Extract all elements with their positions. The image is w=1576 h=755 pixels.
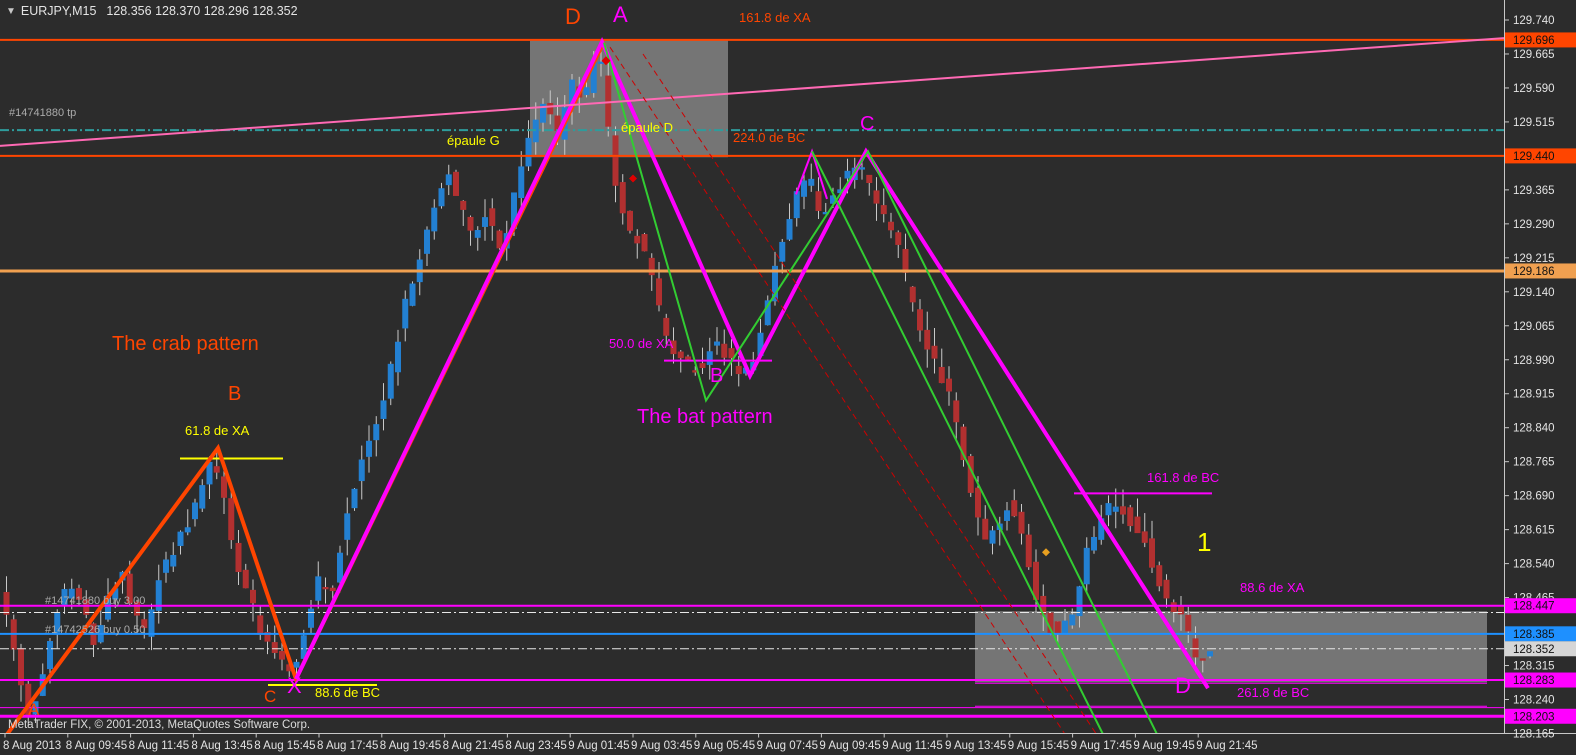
- pink-trendline: [0, 37, 1504, 147]
- time-label-5: 8 Aug 17:45: [317, 740, 378, 752]
- time-axis[interactable]: 8 Aug 2013 8 Aug 09:45 8 Aug 11:45 8 Aug 13…: [3, 733, 1258, 753]
- symbol-timeframe-label: EURJPY,M15: [20, 4, 97, 18]
- price-tick-129.590: 129.590: [1513, 83, 1555, 95]
- price-axis[interactable]: 129.740 129.665 129.590 129.515 129.440 129.3…: [1504, 15, 1576, 740]
- sell-diamond-shoulder: [629, 174, 637, 183]
- price-tag-label-128.385: 128.385: [1513, 629, 1555, 641]
- time-label-6: 8 Aug 19:45: [380, 740, 441, 752]
- plot-area[interactable]: [0, 36, 1504, 740]
- price-tag-128.385: [1505, 626, 1576, 642]
- time-label-7: 8 Aug 21:45: [443, 740, 504, 752]
- price-tag-label-128.203: 128.203: [1513, 711, 1555, 723]
- price-tick-129.740: 129.740: [1513, 15, 1555, 27]
- chart-title-bar: ▼ EURJPY,M15 128.356 128.370 128.296 128.3…: [6, 4, 298, 18]
- ohlc-values: 128.356 128.370 128.296 128.352: [106, 4, 298, 18]
- price-tag-label-128.447: 128.447: [1513, 601, 1555, 613]
- price-tag-label-128.283: 128.283: [1513, 675, 1555, 687]
- price-tick-128.690: 128.690: [1513, 491, 1555, 503]
- price-tag-label-129.440: 129.440: [1513, 151, 1555, 163]
- price-tick-128.540: 128.540: [1513, 559, 1555, 571]
- price-tick-129.365: 129.365: [1513, 185, 1555, 197]
- price-tag-128.203: [1505, 708, 1576, 724]
- time-label-14: 9 Aug 11:45: [882, 740, 943, 752]
- price-tick-128.315: 128.315: [1513, 661, 1555, 673]
- time-label-4: 8 Aug 15:45: [254, 740, 315, 752]
- price-tag-128.447: [1505, 598, 1576, 614]
- time-label-18: 9 Aug 19:45: [1133, 740, 1194, 752]
- time-label-9: 9 Aug 01:45: [568, 740, 629, 752]
- price-tick-128.165: 128.165: [1513, 728, 1555, 740]
- time-label-16: 9 Aug 15:45: [1008, 740, 1069, 752]
- time-label-8: 8 Aug 23:45: [505, 740, 566, 752]
- price-tick-129.665: 129.665: [1513, 49, 1555, 61]
- price-tick-129.065: 129.065: [1513, 321, 1555, 333]
- dropdown-triangle-icon[interactable]: ▼: [6, 6, 16, 17]
- time-label-19: 9 Aug 21:45: [1196, 740, 1257, 752]
- green-channel-line: [811, 150, 1104, 734]
- green-zigzag: [603, 42, 1158, 734]
- time-label-3: 8 Aug 13:45: [191, 740, 252, 752]
- time-label-2: 8 Aug 11:45: [129, 740, 190, 752]
- price-tick-129.290: 129.290: [1513, 219, 1555, 231]
- time-label-13: 9 Aug 09:45: [819, 740, 880, 752]
- price-tick-128.765: 128.765: [1513, 457, 1555, 469]
- price-tag-129.186: [1505, 263, 1576, 279]
- trade-markers: [601, 56, 1050, 557]
- time-label-15: 9 Aug 13:45: [945, 740, 1006, 752]
- price-tag-129.440: [1505, 148, 1576, 164]
- sell-diamond-top: [601, 56, 611, 66]
- price-tag-128.283: [1505, 672, 1576, 688]
- price-tag-129.696: [1505, 32, 1576, 48]
- price-tick-128.615: 128.615: [1513, 525, 1555, 537]
- time-label-17: 9 Aug 17:45: [1071, 740, 1132, 752]
- price-tag-label-129.696: 129.696: [1513, 35, 1555, 47]
- price-tick-128.840: 128.840: [1513, 423, 1555, 435]
- time-label-10: 9 Aug 03:45: [631, 740, 692, 752]
- horizontal-level-lines: [0, 38, 1504, 718]
- price-tag-label-129.186: 129.186: [1513, 266, 1555, 278]
- price-tick-129.140: 129.140: [1513, 287, 1555, 299]
- price-tick-129.515: 129.515: [1513, 117, 1555, 129]
- red-dashed-ray-1: [609, 46, 1066, 734]
- red-dashed-ray-2: [642, 53, 1097, 734]
- status-bar: MetaTrader FIX, © 2001-2013, MetaQuotes …: [8, 719, 311, 731]
- time-label-0: 8 Aug 2013: [3, 740, 61, 752]
- time-label-12: 9 Aug 07:45: [757, 740, 818, 752]
- price-tag-label-128.352: 128.352: [1513, 644, 1555, 656]
- time-label-11: 9 Aug 05:45: [694, 740, 755, 752]
- price-tag-128.352: [1505, 641, 1576, 657]
- price-tick-129.215: 129.215: [1513, 253, 1555, 265]
- buy-diamond-bottom: [1042, 548, 1050, 557]
- time-label-1: 8 Aug 09:45: [66, 740, 127, 752]
- pattern-lines: [0, 36, 1504, 734]
- price-tick-128.990: 128.990: [1513, 355, 1555, 367]
- price-tick-128.915: 128.915: [1513, 389, 1555, 401]
- price-tick-128.240: 128.240: [1513, 695, 1555, 707]
- bat-pattern-lines: [294, 36, 1210, 690]
